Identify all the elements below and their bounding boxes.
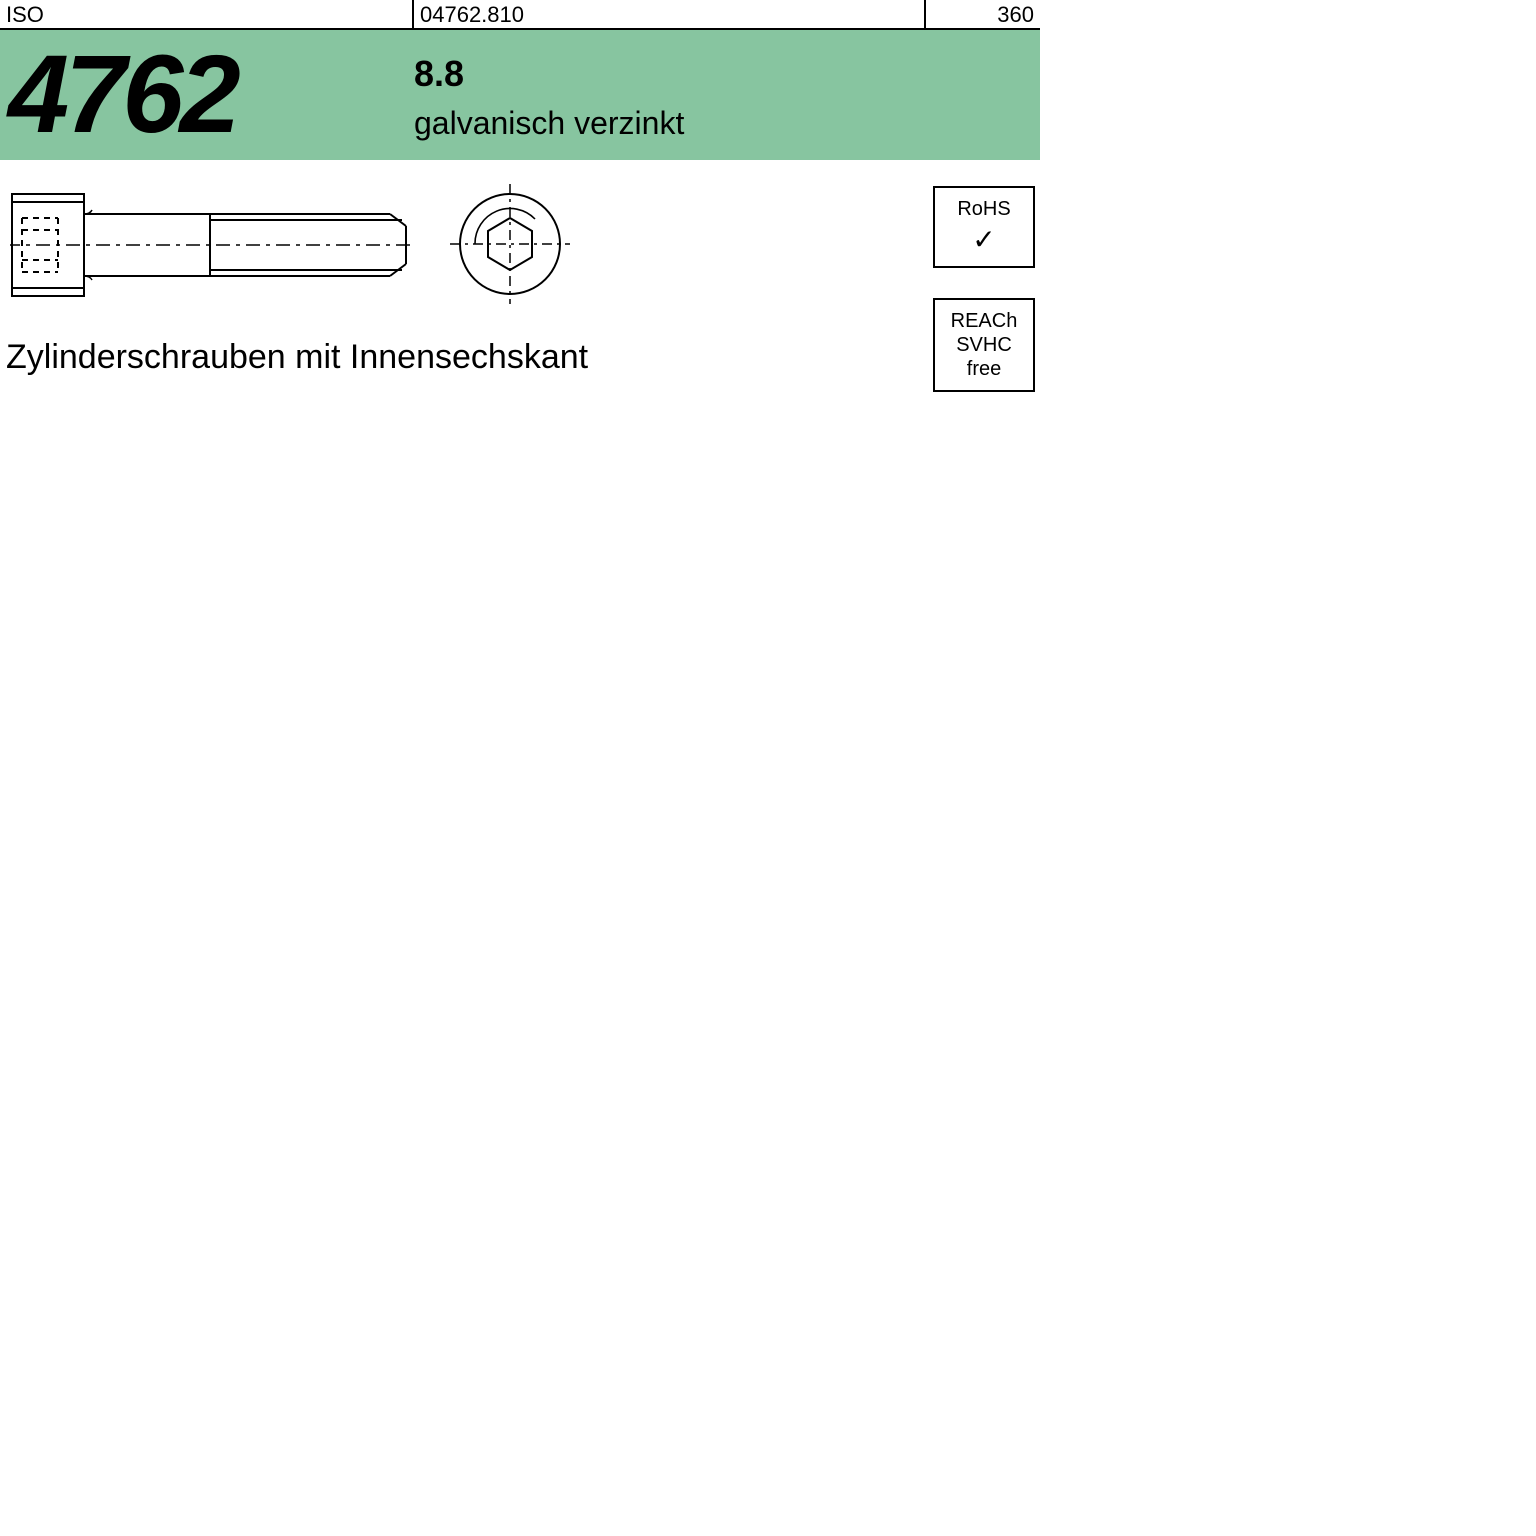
reach-badge: REACh SVHC free — [933, 298, 1035, 392]
strength-grade: 8.8 — [414, 53, 1040, 95]
spec-cell: 8.8 galvanisch verzinkt — [414, 30, 1040, 160]
diagram-area — [0, 160, 1040, 330]
rohs-label: RoHS — [957, 197, 1010, 221]
reach-line2: SVHC — [956, 333, 1012, 357]
product-card: ISO 04762.810 360 4762 8.8 galvanisch ve… — [0, 0, 1040, 458]
screw-front-view-icon — [450, 184, 570, 304]
page-number: 360 — [926, 0, 1040, 28]
iso-label: ISO — [0, 0, 414, 28]
standard-number: 4762 — [8, 40, 237, 150]
product-title: Zylinderschrauben mit Innensechskant — [6, 338, 588, 377]
reach-line3: free — [967, 357, 1001, 381]
standard-banner: 4762 8.8 galvanisch verzinkt — [0, 30, 1040, 160]
product-code: 04762.810 — [414, 0, 926, 28]
reach-line1: REACh — [951, 309, 1018, 333]
standard-number-cell: 4762 — [0, 30, 414, 160]
finish-label: galvanisch verzinkt — [414, 105, 1040, 142]
rohs-badge: RoHS ✓ — [933, 186, 1035, 268]
header-row: ISO 04762.810 360 — [0, 0, 1040, 30]
screw-side-view-icon — [10, 190, 420, 300]
check-icon: ✓ — [972, 223, 995, 257]
